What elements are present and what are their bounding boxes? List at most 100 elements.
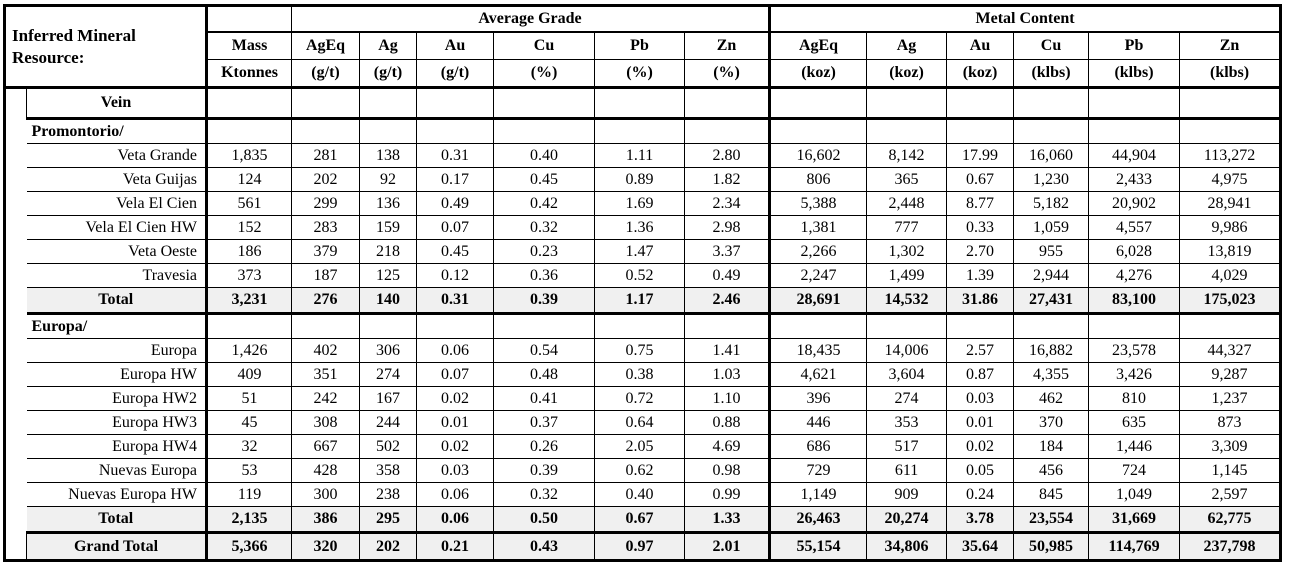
cell-mass-ktonnes [206,118,293,144]
cell-ag-koz: 353 [866,410,948,435]
cell-ag-g-t: 502 [359,434,418,459]
unit-klbs-zn: (klbs) [1179,59,1282,89]
cell-au-g-t: 0.21 [416,532,495,561]
cell-au-g-t [416,87,495,120]
cell-pb-klbs: 724 [1088,458,1181,483]
row-label: Europa HW3 [26,410,209,435]
cell-zn-klbs [1179,118,1282,144]
table-row-europa: Europa/ [4,313,1282,339]
cell-pb-klbs: 1,446 [1088,434,1181,459]
table-row-europa-hw2: Europa HW2 51 242 167 0.02 0.41 0.72 1.10 396 274… [4,386,1282,411]
cell-ageq-g-t: 242 [291,386,361,411]
cell-au-g-t [416,118,495,144]
cell-ag-koz: 14,006 [866,338,948,363]
table-title: Inferred Mineral Resource: [3,5,209,89]
cell-ageq-koz [769,118,868,144]
cell-pb-klbs: 83,100 [1088,287,1181,315]
unit-klbs-cu: (klbs) [1013,59,1090,89]
cell-au-koz: 3.78 [946,506,1015,534]
cell-au-koz: 1.39 [946,263,1015,288]
cell-cu-klbs: 456 [1013,458,1090,483]
cell-mass-ktonnes: 373 [206,263,293,288]
cell-pb: 0.64 [594,410,686,435]
row-label: Nuevas Europa HW [26,482,209,507]
cell-cu-klbs [1013,87,1090,120]
cell-zn: 4.69 [684,434,772,459]
table-row-veta-guijas: Veta Guijas 124 202 92 0.17 0.45 0.89 1.82 806 36… [4,167,1282,192]
cell-ageq-koz: 5,388 [769,191,868,216]
gutter-cell [4,143,27,168]
cell-zn-klbs: 62,775 [1179,506,1282,534]
cell-mass-ktonnes: 5,366 [206,532,293,561]
cell-pb: 2.05 [594,434,686,459]
cell-ag-koz: 1,499 [866,263,948,288]
column-header-ag-content: Ag [866,31,948,60]
cell-ageq-g-t: 351 [291,362,361,387]
cell-ageq-koz: 26,463 [769,506,868,534]
cell-pb-klbs: 44,904 [1088,143,1181,168]
cell-ageq-koz: 1,149 [769,482,868,507]
cell-pb-klbs: 4,557 [1088,215,1181,240]
cell-ag-g-t: 238 [359,482,418,507]
cell-cu [493,87,596,120]
unit-gt-ageq: (g/t) [291,59,361,89]
cell-zn-klbs: 9,986 [1179,215,1282,240]
column-name-row: Mass AgEq Ag Au Cu Pb Zn AgEq Ag Au Cu P… [5,31,1282,60]
resource-table-body: Vein Promontorio/Veta Grande 1,835 281 138 0.… [4,87,1282,561]
cell-mass-ktonnes [206,313,293,339]
cell-ageq-g-t: 402 [291,338,361,363]
cell-ageq-g-t: 379 [291,239,361,264]
group-header-row: Inferred Mineral Resource: Average Grade… [3,5,1282,89]
gutter-cell [4,434,27,459]
cell-cu-klbs: 370 [1013,410,1090,435]
cell-cu-klbs: 1,059 [1013,215,1090,240]
cell-ag-koz: 909 [866,482,948,507]
mass-group-spacer [206,5,293,33]
cell-au-koz: 0.02 [946,434,1015,459]
cell-zn: 2.98 [684,215,772,240]
cell-au-koz: 0.24 [946,482,1015,507]
unit-ktonnes: Ktonnes [206,59,293,89]
cell-pb: 0.75 [594,338,686,363]
gutter-cell [4,506,27,533]
cell-pb: 1.69 [594,191,686,216]
cell-zn: 0.88 [684,410,772,435]
gutter-cell [4,263,27,288]
cell-ag-koz: 517 [866,434,948,459]
gutter-cell [4,87,27,119]
table-row-travesia: Travesia 373 187 125 0.12 0.36 0.52 0.49 2,247 1,… [4,263,1282,288]
cell-zn-klbs: 13,819 [1179,239,1282,264]
cell-ag-koz [866,87,948,120]
row-label: Nuevas Europa [26,458,209,483]
unit-koz-ageq: (koz) [769,59,868,89]
cell-ag-g-t: 159 [359,215,418,240]
cell-au-koz: 35.64 [946,532,1015,561]
cell-ageq-g-t: 276 [291,287,361,315]
table-row-total: Total 2,135 386 295 0.06 0.50 0.67 1.33 26,463 20… [4,506,1282,534]
cell-zn: 3.37 [684,239,772,264]
cell-zn-klbs: 44,327 [1179,338,1282,363]
cell-pb-klbs: 1,049 [1088,482,1181,507]
table-row-nuevas-europa-hw: Nuevas Europa HW 119 300 238 0.06 0.32 0.40 0.9… [4,482,1282,507]
cell-ageq-g-t [291,313,361,339]
unit-pct-cu: (%) [493,59,596,89]
column-header-au-grade: Au [416,31,495,60]
cell-cu: 0.40 [493,143,596,168]
column-header-ageq-content: AgEq [769,31,868,60]
cell-au-koz: 0.33 [946,215,1015,240]
cell-cu-klbs: 27,431 [1013,287,1090,315]
cell-ageq-koz: 55,154 [769,532,868,561]
cell-pb: 1.17 [594,287,686,315]
cell-zn [684,313,772,339]
cell-pb-klbs: 635 [1088,410,1181,435]
table-row-europa: Europa 1,426 402 306 0.06 0.54 0.75 1.41 18,435 1… [4,338,1282,363]
cell-au-g-t: 0.02 [416,386,495,411]
gutter-cell [4,338,27,363]
unit-gt-ag: (g/t) [359,59,418,89]
table-row-veta-oeste: Veta Oeste 186 379 218 0.45 0.23 1.47 3.37 2,266… [4,239,1282,264]
cell-zn: 1.41 [684,338,772,363]
cell-ag-koz: 365 [866,167,948,192]
cell-mass-ktonnes: 3,231 [206,287,293,315]
cell-zn: 2.01 [684,532,772,561]
cell-pb-klbs [1088,87,1181,120]
